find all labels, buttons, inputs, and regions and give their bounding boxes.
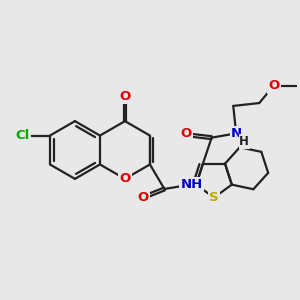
Text: O: O xyxy=(180,127,191,140)
Text: O: O xyxy=(268,79,279,92)
Text: O: O xyxy=(119,90,130,103)
Text: N: N xyxy=(231,127,242,140)
Text: H: H xyxy=(239,135,249,148)
Text: NH: NH xyxy=(181,178,203,191)
Text: O: O xyxy=(119,172,130,185)
Text: O: O xyxy=(137,191,148,204)
Text: Cl: Cl xyxy=(15,129,30,142)
Text: S: S xyxy=(209,191,219,204)
